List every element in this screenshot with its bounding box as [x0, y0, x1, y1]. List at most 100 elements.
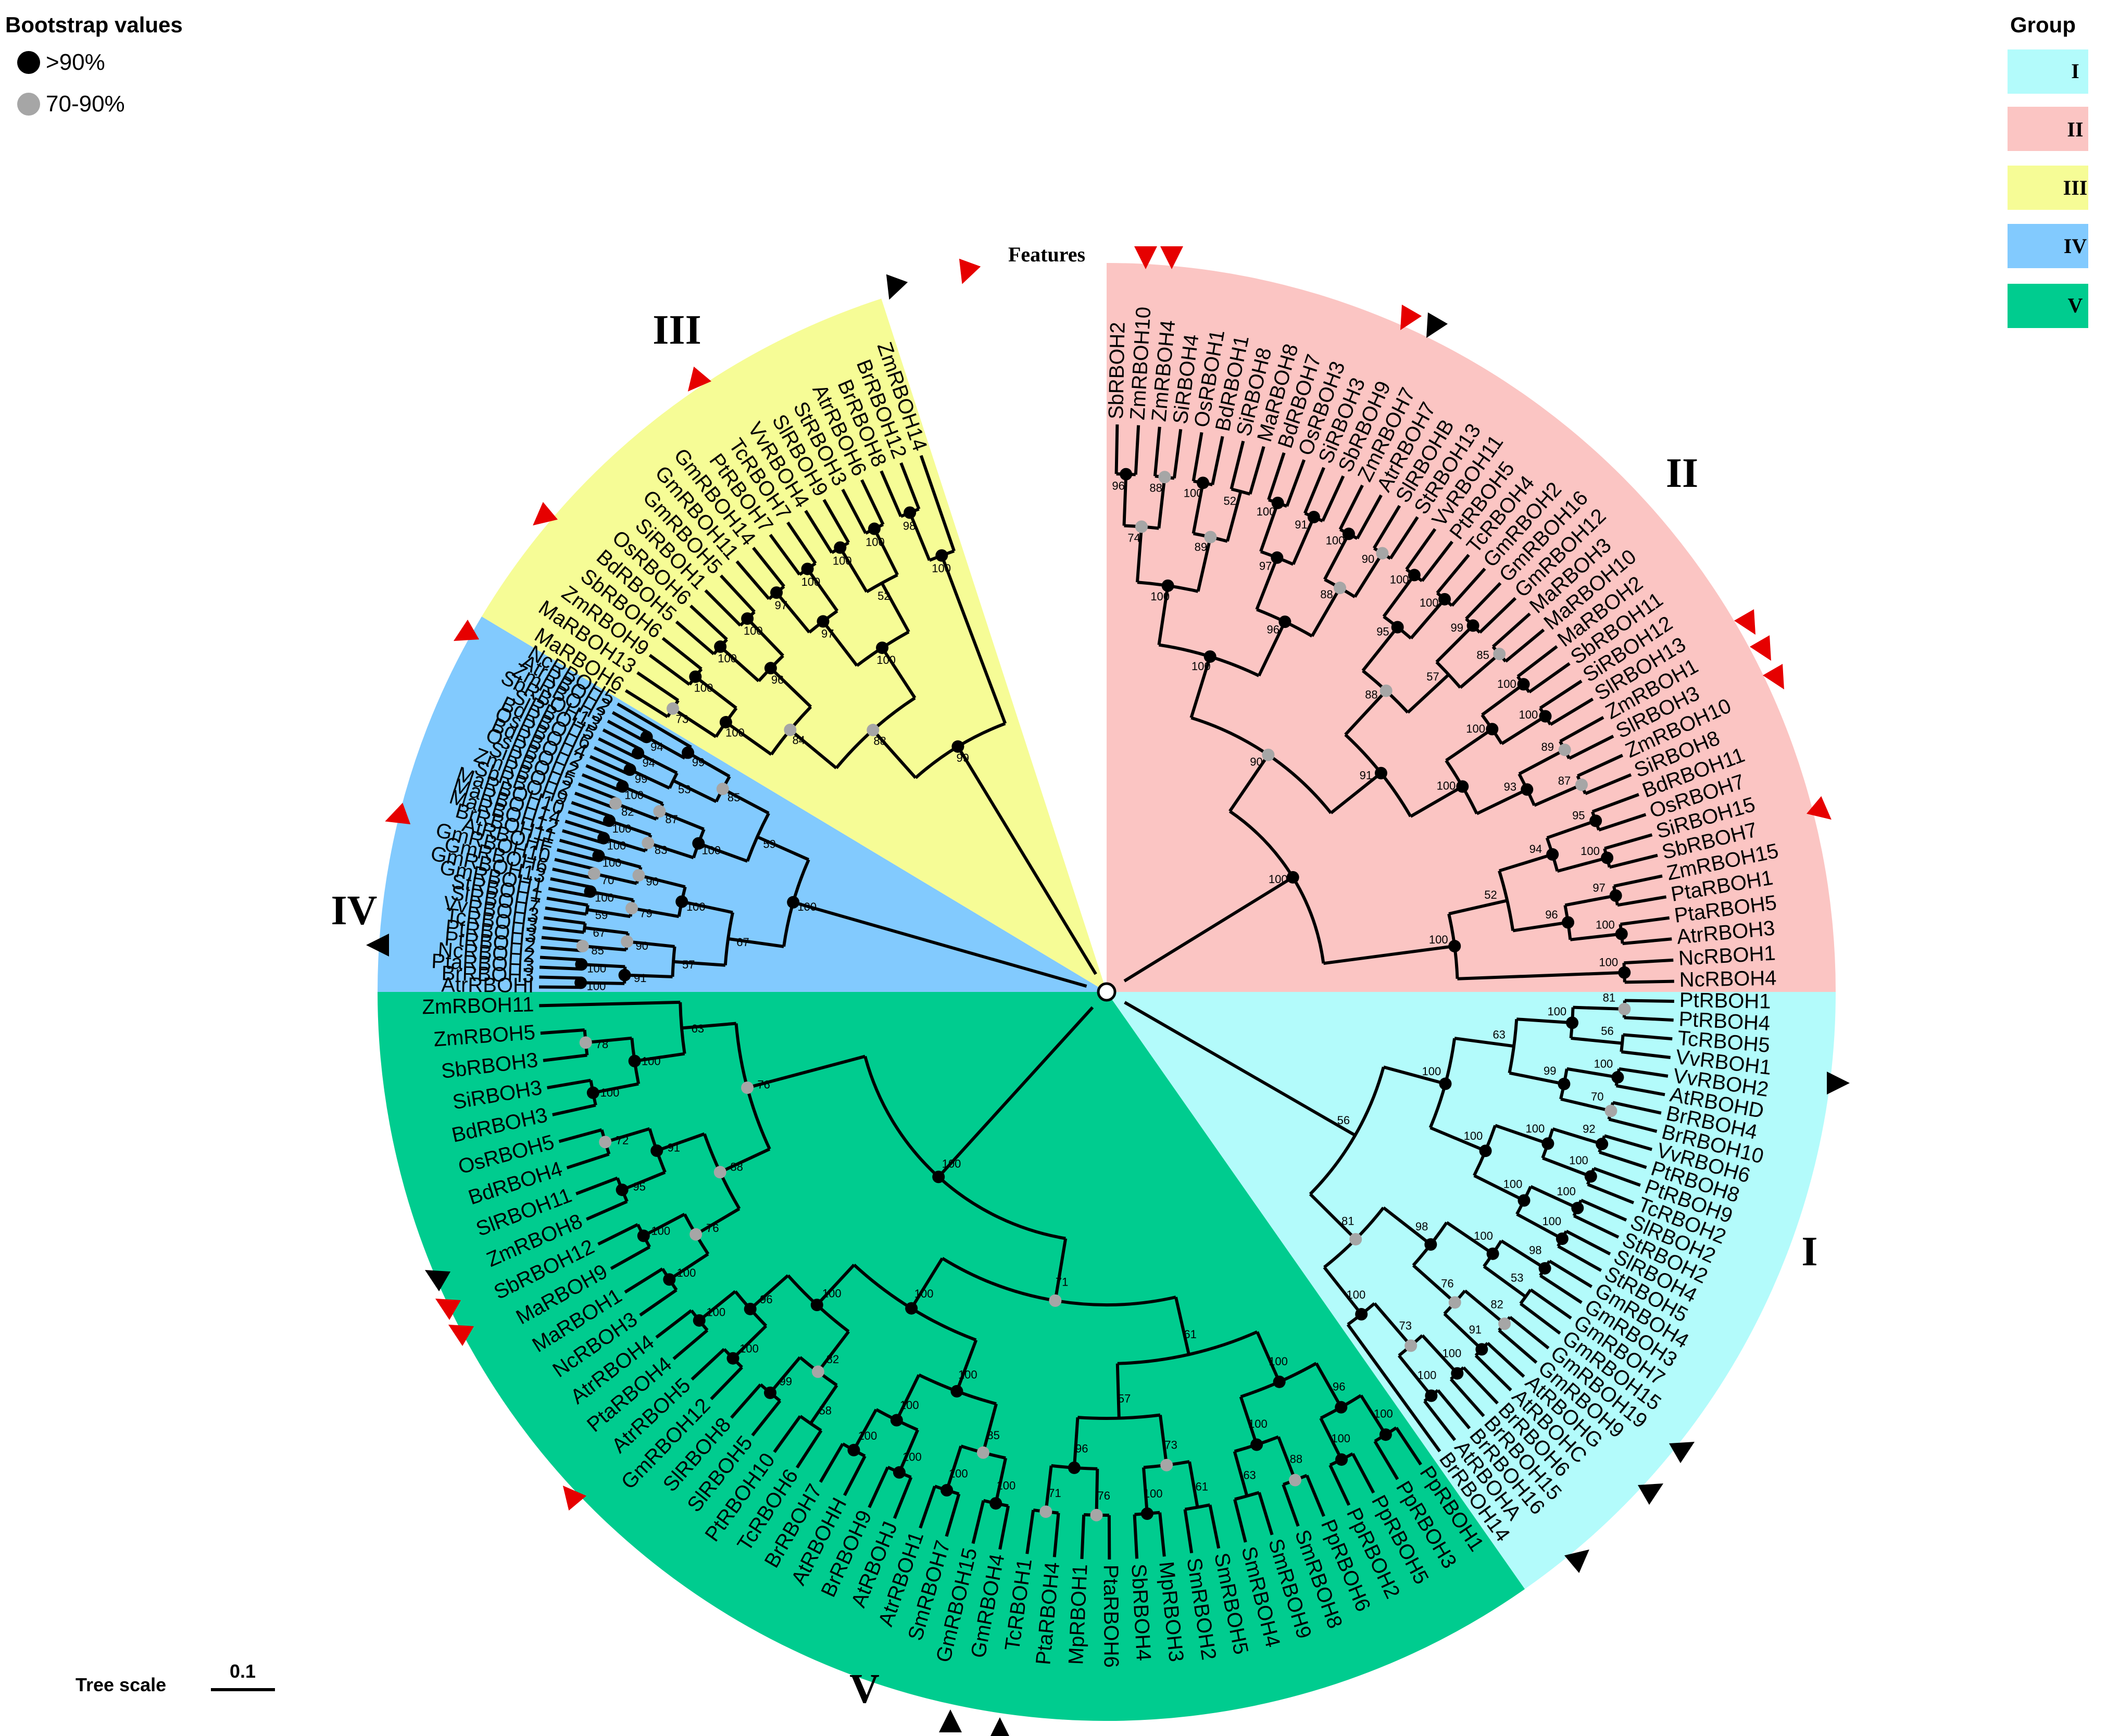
branch [691, 1348, 725, 1381]
branch-arc [799, 1415, 822, 1432]
branch-arc [1185, 1503, 1211, 1511]
branch-arc [1435, 661, 1462, 689]
bootstrap-node-mid [741, 1081, 754, 1094]
bootstrap-value: 100 [900, 1399, 919, 1412]
group-I-legend-label: I [2071, 59, 2079, 83]
bootstrap-value: 91 [634, 972, 646, 985]
bootstrap-value: 100 [651, 1224, 670, 1237]
bootstrap-node-mid [811, 1365, 824, 1378]
feature-marker-black [366, 934, 389, 957]
feature-marker-black [939, 1709, 962, 1732]
leaf-label: MpRBOH1 [1064, 1564, 1092, 1665]
branch [1321, 475, 1345, 522]
bootstrap-node-high [1475, 1343, 1488, 1356]
branch [1557, 856, 1608, 873]
bootstrap-node-high [675, 895, 688, 908]
group-V-swatch [2008, 284, 2088, 328]
branch [1344, 689, 1387, 736]
bootstrap-node-high [1120, 468, 1133, 481]
bootstrap-value: 90 [1250, 755, 1262, 768]
branch [1476, 788, 1528, 815]
bootstrap-node-high [1140, 1507, 1153, 1520]
branch [751, 1400, 782, 1437]
branch [1504, 628, 1545, 663]
feature-marker-red [385, 802, 411, 825]
branch [1410, 785, 1463, 818]
bootstrap-node-high [1391, 621, 1404, 634]
bootstrap-value: 100 [701, 844, 721, 857]
bootstrap-node-high [1541, 1137, 1554, 1150]
bootstrap-node-high [1196, 476, 1209, 489]
branch [542, 926, 584, 934]
branch-arc [679, 1002, 686, 1054]
bootstrap-high-label: >90% [46, 49, 105, 75]
bootstrap-value: 100 [1269, 873, 1288, 886]
bootstrap-node-mid [1558, 744, 1571, 757]
bootstrap-value: 100 [797, 900, 817, 913]
bootstrap-node-high [719, 716, 732, 729]
bootstrap-node-high [663, 1273, 676, 1286]
branch [539, 1000, 681, 1008]
branch [581, 773, 622, 792]
bootstrap-value: 100 [1418, 1369, 1437, 1382]
bootstrap-value: 100 [1326, 534, 1345, 547]
bootstrap-node-mid [625, 902, 638, 915]
bootstrap-node-high [1438, 593, 1451, 606]
bootstrap-value: 81 [1603, 991, 1615, 1004]
bootstrap-node-high [726, 1352, 739, 1365]
branch [586, 1200, 628, 1221]
sector-group-I [1107, 992, 1836, 1589]
bootstrap-node-high [1546, 848, 1559, 861]
branch [1571, 1036, 1623, 1045]
branch [1559, 716, 1604, 743]
branch [1398, 1354, 1433, 1397]
branch [543, 1053, 587, 1062]
bootstrap-node-high [628, 1054, 641, 1067]
branch [1443, 1312, 1483, 1351]
bootstrap-value: 52 [1223, 494, 1236, 507]
branch [725, 721, 772, 756]
bootstrap-node-high [950, 1385, 963, 1398]
branch [1552, 1127, 1603, 1146]
branch-arc [1508, 1019, 1519, 1074]
bootstrap-legend: Bootstrap values >90% 70-90% [5, 12, 183, 117]
bootstrap-node-high [1068, 1461, 1081, 1474]
branch [1624, 979, 1674, 984]
branch-arc [723, 912, 734, 966]
branch [728, 937, 784, 948]
feature-marker-black [1426, 312, 1448, 338]
branch [1570, 932, 1622, 941]
bootstrap-node-mid [621, 935, 634, 948]
bootstrap-node-high [597, 832, 610, 845]
bootstrap-value: 100 [1466, 722, 1485, 735]
bootstrap-value: 89 [1541, 740, 1554, 753]
bootstrap-value: 100 [607, 839, 626, 852]
branch [982, 1403, 998, 1453]
branch [1192, 432, 1203, 482]
bootstrap-node-high [1601, 851, 1614, 864]
backbone-branch [937, 1006, 1094, 1178]
bootstrap-value: 100 [1437, 779, 1456, 792]
branch [1158, 1512, 1166, 1557]
bootstrap-value: 59 [763, 837, 775, 850]
branch [643, 1213, 685, 1238]
branch [1624, 999, 1674, 1003]
bootstrap-node-high [603, 814, 616, 827]
branch [1560, 1097, 1612, 1113]
branch [1624, 958, 1674, 965]
branch [955, 1339, 978, 1392]
bootstrap-value: 100 [694, 682, 713, 695]
bootstrap-value: 91 [1360, 769, 1372, 782]
branch [1359, 1394, 1387, 1436]
bootstrap-value: 53 [1511, 1272, 1523, 1285]
branch [1410, 598, 1446, 639]
branch [552, 867, 594, 880]
bootstrap-value: 100 [595, 891, 614, 904]
branch-arc [585, 904, 590, 915]
bootstrap-value: 95 [1572, 809, 1585, 822]
branch [1353, 552, 1384, 598]
bootstrap-node-high [741, 612, 754, 625]
branch [681, 1022, 736, 1030]
branch [543, 916, 586, 925]
feature-marker-red [1749, 635, 1771, 661]
